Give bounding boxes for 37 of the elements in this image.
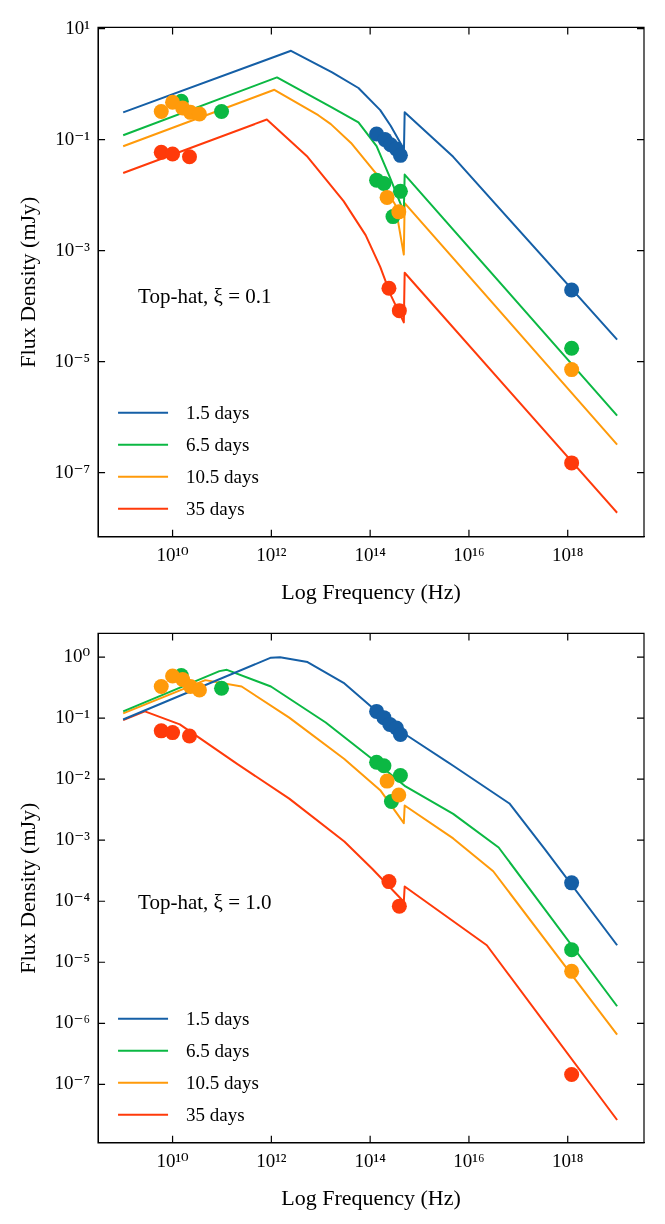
y-tick-label: 10⁻² [55, 767, 91, 789]
legend-label: 35 days [186, 497, 245, 519]
y-axis-title: Flux Density (mJy) [14, 196, 40, 368]
legend-label: 10.5 days [186, 1071, 259, 1093]
y-tick-label: 10⁻⁵ [54, 349, 91, 371]
y-tick-label: 10⁻³ [55, 238, 91, 260]
x-axis-title: Log Frequency (Hz) [281, 578, 461, 604]
x-tick-label: 10¹² [256, 1150, 287, 1172]
y-tick-label: 10⁰ [63, 645, 91, 667]
x-tick-label: 10¹⁶ [453, 544, 485, 566]
x-tick-label: 10¹⁰ [156, 1150, 190, 1172]
y-tick-label: 10⁻⁷ [54, 460, 91, 482]
y-tick-label: 10⁻¹ [55, 706, 91, 728]
x-tick-label: 10¹⁶ [453, 1150, 485, 1172]
annotation: Top-hat, ξ = 1.0 [138, 889, 272, 914]
legend-label: 35 days [186, 1103, 245, 1125]
y-tick-label: 10⁻⁵ [54, 950, 91, 972]
y-tick-label: 10⁻⁷ [54, 1072, 91, 1094]
y-tick-label: 10⁻¹ [55, 127, 91, 149]
legend-label: 1.5 days [186, 1007, 250, 1029]
legend-label: 6.5 days [186, 1039, 250, 1061]
y-tick-label: 10¹ [65, 16, 91, 38]
y-tick-label: 10⁻⁴ [54, 889, 91, 911]
y-tick-label: 10⁻⁶ [54, 1011, 91, 1033]
y-tick-label: 10⁻³ [55, 828, 91, 850]
x-tick-label: 10¹⁰ [156, 544, 190, 566]
x-tick-label: 10¹⁸ [552, 544, 584, 566]
x-tick-label: 10¹⁴ [354, 544, 387, 566]
legend-label: 6.5 days [186, 433, 250, 455]
x-tick-label: 10¹⁴ [354, 1150, 387, 1172]
x-tick-label: 10¹² [256, 544, 287, 566]
legend-label: 10.5 days [186, 465, 259, 487]
y-axis-title: Flux Density (mJy) [14, 802, 40, 974]
legend-label: 1.5 days [186, 401, 250, 423]
annotation: Top-hat, ξ = 0.1 [138, 283, 272, 308]
x-tick-label: 10¹⁸ [552, 1150, 584, 1172]
x-axis-title: Log Frequency (Hz) [281, 1184, 461, 1210]
